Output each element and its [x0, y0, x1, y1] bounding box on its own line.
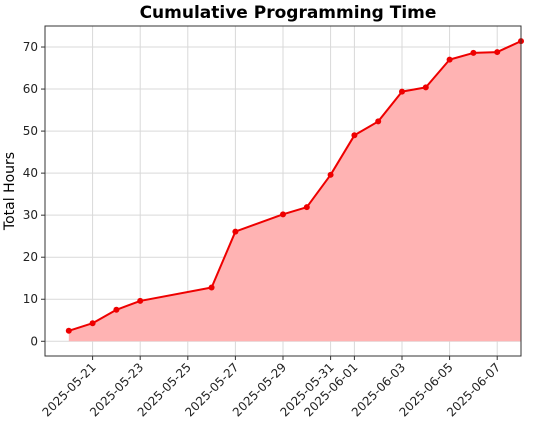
chart-title: Cumulative Programming Time — [140, 3, 437, 23]
data-point — [351, 132, 358, 139]
area-fill — [68, 41, 522, 342]
plot-frame — [44, 25, 522, 357]
data-point — [208, 284, 215, 291]
data-point — [327, 171, 334, 178]
data-point — [232, 228, 239, 235]
data-point — [65, 327, 72, 334]
y-tick-label: 50 — [23, 124, 38, 138]
y-tick-label: 40 — [23, 166, 38, 180]
data-point — [303, 204, 310, 211]
data-point — [137, 297, 144, 304]
data-point — [89, 320, 96, 327]
data-point — [113, 306, 120, 313]
data-point — [399, 88, 405, 95]
y-axis-label: Total Hours — [2, 152, 18, 231]
y-tick-label: 10 — [23, 292, 38, 306]
point-layer — [65, 38, 524, 334]
y-tick-label: 20 — [23, 250, 38, 264]
data-point — [446, 56, 453, 63]
data-point — [375, 118, 382, 125]
y-tick-label: 0 — [30, 334, 38, 348]
y-tick-label: 60 — [23, 82, 38, 96]
data-point — [470, 49, 477, 56]
area-layer — [68, 41, 522, 342]
data-point — [494, 49, 501, 56]
y-tick-label: 30 — [23, 208, 38, 222]
data-point — [422, 84, 429, 91]
data-point — [280, 211, 286, 218]
y-tick-label: 70 — [23, 40, 38, 54]
